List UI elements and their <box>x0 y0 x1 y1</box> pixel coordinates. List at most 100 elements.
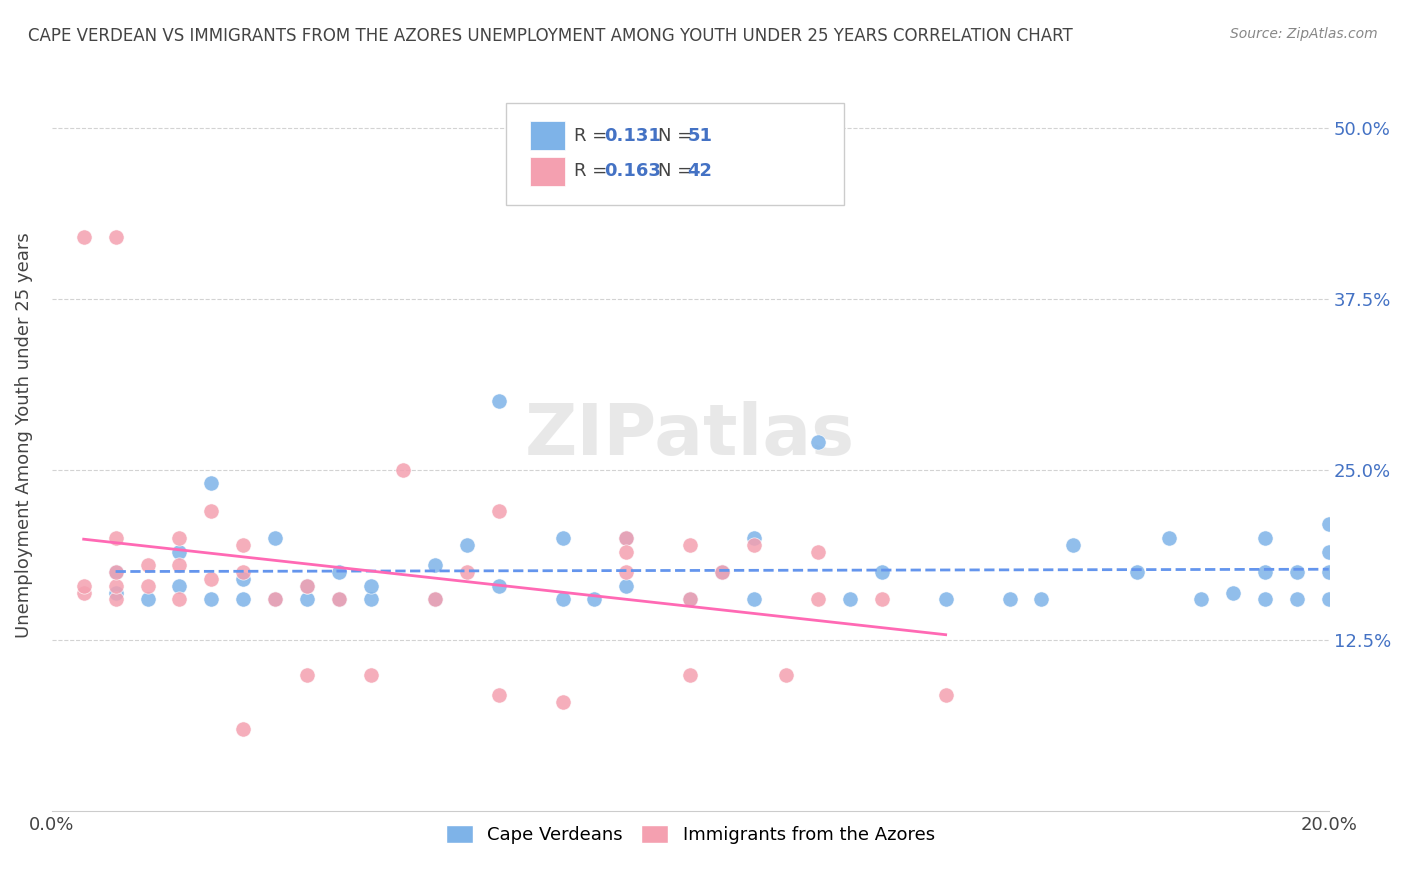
Point <box>328 565 350 579</box>
Point <box>1317 592 1340 607</box>
Text: N =: N = <box>658 127 697 145</box>
Point <box>935 592 957 607</box>
Point <box>807 435 830 450</box>
Text: 51: 51 <box>688 127 713 145</box>
Y-axis label: Unemployment Among Youth under 25 years: Unemployment Among Youth under 25 years <box>15 233 32 639</box>
Point <box>488 394 510 409</box>
Point <box>423 592 446 607</box>
Point <box>679 592 702 607</box>
Point <box>295 592 318 607</box>
Point <box>73 585 96 599</box>
Point <box>742 531 765 545</box>
Point <box>1285 592 1308 607</box>
Point <box>104 230 127 244</box>
Point <box>1126 565 1149 579</box>
Point <box>360 667 382 681</box>
Point <box>232 565 254 579</box>
Point <box>1285 565 1308 579</box>
Point <box>328 592 350 607</box>
Point <box>295 579 318 593</box>
Point <box>1254 531 1277 545</box>
Point <box>1062 538 1084 552</box>
Point <box>870 565 893 579</box>
Point <box>360 592 382 607</box>
Point <box>616 531 638 545</box>
Point <box>1222 585 1244 599</box>
Point <box>200 572 222 586</box>
Point <box>169 544 191 558</box>
Text: CAPE VERDEAN VS IMMIGRANTS FROM THE AZORES UNEMPLOYMENT AMONG YOUTH UNDER 25 YEA: CAPE VERDEAN VS IMMIGRANTS FROM THE AZOR… <box>28 27 1073 45</box>
Point <box>200 503 222 517</box>
Point <box>232 538 254 552</box>
Point <box>679 667 702 681</box>
Point <box>232 572 254 586</box>
Point <box>200 592 222 607</box>
Point <box>1254 592 1277 607</box>
Point <box>807 592 830 607</box>
Point <box>232 722 254 736</box>
Point <box>870 592 893 607</box>
Point <box>1159 531 1181 545</box>
Text: 42: 42 <box>688 162 713 180</box>
Point <box>73 579 96 593</box>
Point <box>104 565 127 579</box>
Point <box>807 544 830 558</box>
Legend: Cape Verdeans, Immigrants from the Azores: Cape Verdeans, Immigrants from the Azore… <box>434 814 945 855</box>
Point <box>616 531 638 545</box>
Point <box>104 592 127 607</box>
Point <box>679 538 702 552</box>
Point <box>1189 592 1212 607</box>
Point <box>1031 592 1053 607</box>
Point <box>104 565 127 579</box>
Point <box>169 579 191 593</box>
Point <box>488 688 510 702</box>
Point <box>488 579 510 593</box>
Point <box>200 476 222 491</box>
Point <box>616 565 638 579</box>
Point <box>838 592 860 607</box>
Point <box>104 531 127 545</box>
Point <box>264 592 287 607</box>
Point <box>551 695 574 709</box>
Point <box>1317 565 1340 579</box>
Point <box>295 579 318 593</box>
Point <box>616 579 638 593</box>
Point <box>456 538 478 552</box>
Point <box>264 592 287 607</box>
Point <box>73 230 96 244</box>
Point <box>423 592 446 607</box>
Text: Source: ZipAtlas.com: Source: ZipAtlas.com <box>1230 27 1378 41</box>
Point <box>264 531 287 545</box>
Point <box>616 544 638 558</box>
Point <box>295 667 318 681</box>
Point <box>136 592 159 607</box>
Point <box>1254 565 1277 579</box>
Point <box>551 531 574 545</box>
Point <box>169 558 191 573</box>
Point <box>488 503 510 517</box>
Point <box>742 592 765 607</box>
Point <box>328 592 350 607</box>
Point <box>998 592 1021 607</box>
Point <box>711 565 734 579</box>
Text: ZIPatlas: ZIPatlas <box>526 401 855 470</box>
Point <box>169 592 191 607</box>
Point <box>136 579 159 593</box>
Text: 0.163: 0.163 <box>605 162 661 180</box>
Text: N =: N = <box>658 162 697 180</box>
Point <box>679 592 702 607</box>
Point <box>104 585 127 599</box>
Point <box>711 565 734 579</box>
Point <box>935 688 957 702</box>
Point <box>104 579 127 593</box>
Point <box>136 558 159 573</box>
Point <box>1317 544 1340 558</box>
Point <box>392 462 415 476</box>
Point <box>775 667 797 681</box>
Point <box>583 592 606 607</box>
Point <box>169 531 191 545</box>
Text: R =: R = <box>574 162 613 180</box>
Point <box>423 558 446 573</box>
Point <box>232 592 254 607</box>
Point <box>1317 517 1340 532</box>
